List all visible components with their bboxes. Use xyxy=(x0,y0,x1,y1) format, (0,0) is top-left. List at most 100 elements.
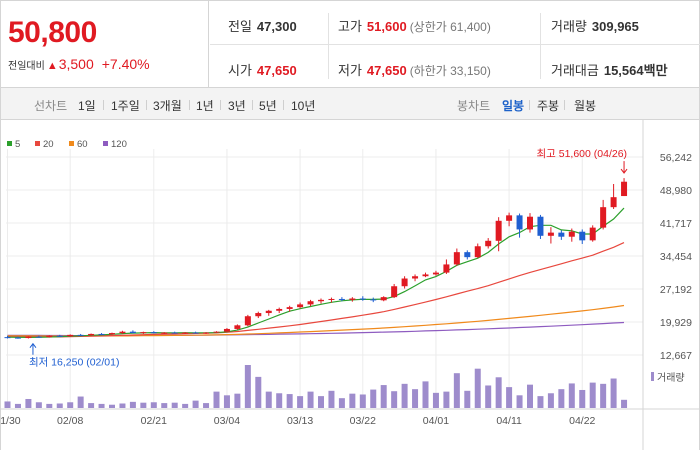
candle xyxy=(297,302,304,309)
candle xyxy=(589,225,596,242)
volume-bar xyxy=(495,377,502,408)
tab-line-10y[interactable]: 10년 xyxy=(291,99,316,113)
candle xyxy=(150,331,157,334)
volume-bar xyxy=(432,392,439,408)
volume-bar xyxy=(349,393,356,408)
candle-body xyxy=(359,298,366,300)
candle xyxy=(77,333,84,336)
x-tick-label: 03/04 xyxy=(214,415,240,427)
candle-body xyxy=(244,316,251,326)
volume-bar xyxy=(255,376,262,408)
tab-candle-monthly[interactable]: 월봉 xyxy=(574,99,597,113)
stat-volume: 거래량 309,965 xyxy=(551,16,639,35)
candle xyxy=(318,298,324,304)
candle xyxy=(516,213,523,238)
volume-bar xyxy=(506,387,513,408)
candle xyxy=(129,330,136,334)
tab-line-1d[interactable]: 1일 xyxy=(78,99,96,113)
x-tick-label: 03/22 xyxy=(350,415,376,427)
candle-body xyxy=(276,308,283,311)
volume-bar xyxy=(370,389,377,408)
volume-bar xyxy=(244,365,251,408)
candle xyxy=(88,333,95,336)
candle xyxy=(140,331,147,334)
candlestick-chart: 56,242 48,980 41,717 34,454 27,192 19,929 12,6… xyxy=(0,120,699,450)
divider xyxy=(146,100,147,110)
candle xyxy=(506,212,513,227)
stat-value: 309,965 xyxy=(591,19,639,34)
candle-body xyxy=(203,332,210,334)
candle xyxy=(161,332,168,334)
volume-bars xyxy=(4,365,628,408)
volume-bar xyxy=(453,373,460,408)
candle xyxy=(4,335,11,339)
candle xyxy=(547,227,554,244)
candle-body xyxy=(349,298,356,300)
y-tick-label: 41,717 xyxy=(660,218,692,230)
change-amount: 3,500 xyxy=(58,56,94,72)
candle-body xyxy=(610,197,617,208)
legend-label: 20 xyxy=(43,139,54,150)
stat-prev-close: 전일 47,300 xyxy=(228,16,297,35)
volume-bar xyxy=(98,403,105,408)
candle xyxy=(171,331,178,334)
legend[interactable]: 거래량 5 20 60 120 xyxy=(7,139,685,384)
stat-label: 고가 xyxy=(338,19,362,34)
tab-line-3m[interactable]: 3개월 xyxy=(153,99,182,113)
volume-bar xyxy=(109,404,115,408)
tab-candle-daily[interactable]: 일봉 xyxy=(502,99,525,113)
volume-bar xyxy=(192,400,199,408)
volume-bar xyxy=(307,391,314,408)
candle xyxy=(412,274,419,282)
y-tick-label: 12,667 xyxy=(660,350,692,362)
candle-body xyxy=(464,252,471,258)
tab-candle-weekly[interactable]: 주봉 xyxy=(537,99,560,113)
high-annotation: 최고 51,600 (04/26) xyxy=(537,148,628,160)
candle xyxy=(98,333,105,335)
candle xyxy=(182,332,189,334)
stat-value: 15,564 xyxy=(603,63,644,78)
candle-body xyxy=(255,313,262,317)
tab-line-5y[interactable]: 5년 xyxy=(259,99,277,113)
volume-legend-swatch xyxy=(651,372,654,381)
annotations: 최고 51,600 (04/26) 최저 16,250 (02/01) xyxy=(29,148,628,369)
candle xyxy=(359,296,366,301)
legend-swatch xyxy=(35,141,40,146)
volume-bar xyxy=(359,394,366,408)
stat-value: 47,650 xyxy=(366,63,407,78)
stat-unit: 백만 xyxy=(643,63,668,78)
tab-line-1y[interactable]: 1년 xyxy=(196,99,214,113)
change-label: 전일대비 xyxy=(8,61,45,72)
stat-label: 시가 xyxy=(228,63,252,78)
tab-line-1w[interactable]: 1주일 xyxy=(111,99,140,113)
volume-bar xyxy=(129,401,136,408)
stat-low: 저가 47,650 (하한가 33,150) xyxy=(338,60,491,79)
volume-bar xyxy=(527,384,533,408)
volume-bar xyxy=(67,402,74,408)
candle-body xyxy=(579,231,586,241)
candle-body xyxy=(14,337,21,339)
candle xyxy=(276,307,283,314)
volume-bar xyxy=(88,403,95,408)
volume-bar xyxy=(161,403,168,408)
candle xyxy=(25,336,32,339)
tab-line-3y[interactable]: 3년 xyxy=(228,99,246,113)
candle-body xyxy=(182,332,189,334)
candle-body xyxy=(25,336,32,339)
divider xyxy=(540,13,541,79)
volume-bar xyxy=(474,368,481,408)
candle xyxy=(558,230,565,240)
candle-body xyxy=(495,220,502,241)
candle xyxy=(474,243,481,259)
stat-label: 저가 xyxy=(338,63,362,78)
candle-body xyxy=(171,332,178,334)
y-tick-label: 48,980 xyxy=(660,185,692,197)
x-tick-label: 04/22 xyxy=(569,415,595,427)
volume-bar xyxy=(223,395,230,408)
volume-bar xyxy=(547,393,554,408)
volume-bar xyxy=(568,383,575,408)
divider xyxy=(252,100,253,110)
candle-body xyxy=(537,216,544,236)
price-box: 50,800 전일대비 ▲3,500 +7.40% xyxy=(1,1,209,87)
candle-body xyxy=(422,274,429,277)
